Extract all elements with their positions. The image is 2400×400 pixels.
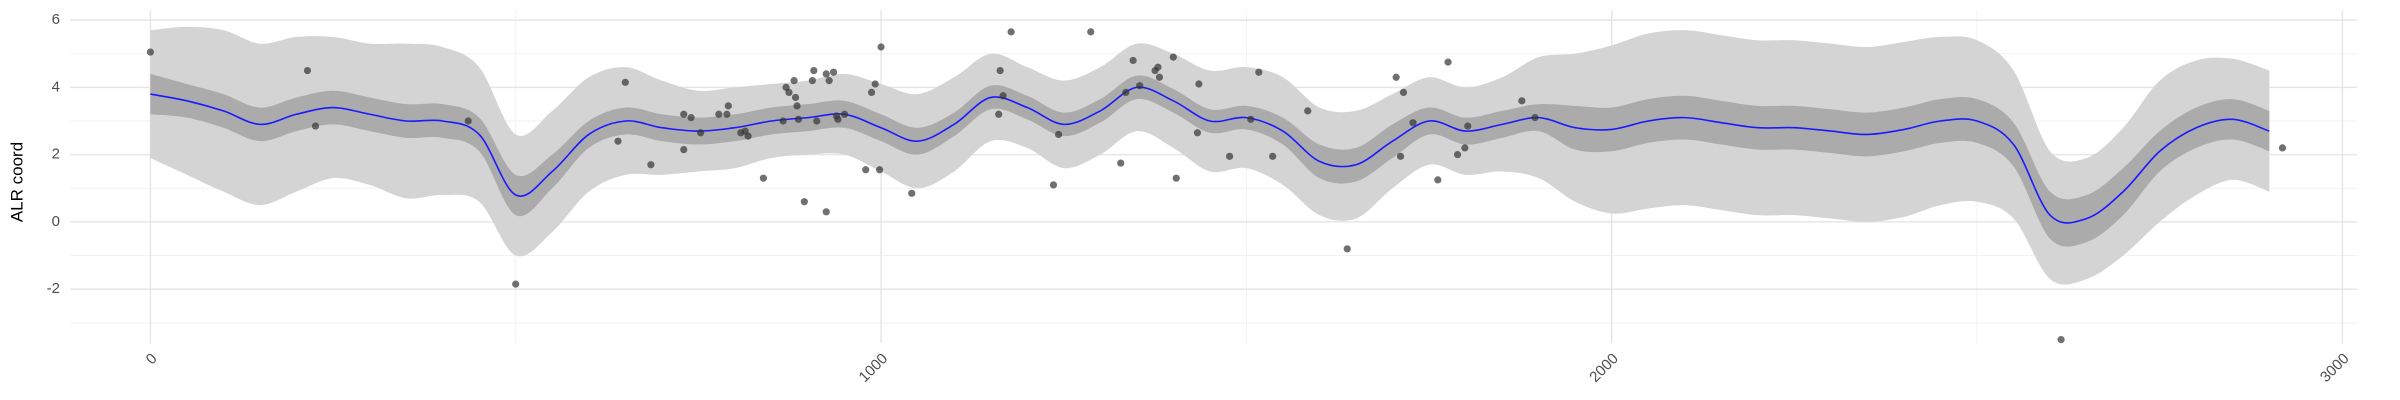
lines	[150, 86, 2270, 224]
data-point	[825, 77, 833, 85]
data-point	[696, 129, 705, 137]
data-point	[715, 110, 723, 118]
data-point	[687, 114, 695, 122]
data-point	[871, 80, 879, 88]
data-point	[1087, 28, 1095, 36]
data-point	[1154, 63, 1162, 71]
data-point	[779, 117, 787, 125]
data-point	[1409, 119, 1417, 127]
data-point	[303, 66, 312, 75]
y-tick-label: 6	[52, 11, 60, 28]
data-point	[1193, 129, 1202, 137]
data-point	[2057, 336, 2065, 344]
data-point	[1399, 88, 1408, 97]
data-point	[1269, 152, 1277, 160]
y-tick-label: 4	[52, 78, 60, 95]
data-point	[1172, 174, 1180, 182]
data-point	[1343, 245, 1351, 253]
data-point	[996, 66, 1004, 75]
data-point	[1007, 28, 1015, 36]
data-point	[822, 208, 830, 216]
y-tick-label: 2	[52, 146, 60, 163]
data-point	[1531, 114, 1539, 122]
data-point	[1464, 122, 1472, 130]
data-point	[1225, 152, 1234, 160]
data-point	[1129, 56, 1137, 65]
data-point	[724, 102, 732, 110]
data-point	[810, 66, 818, 75]
data-point	[908, 189, 916, 197]
data-point	[1255, 68, 1263, 76]
bands	[150, 26, 2270, 285]
y-tick-label: 0	[52, 213, 60, 230]
data-point	[1155, 73, 1164, 81]
data-point	[723, 110, 731, 118]
data-point	[790, 77, 798, 85]
data-point	[840, 110, 849, 118]
data-point	[1392, 73, 1400, 81]
mean-line	[150, 86, 2270, 224]
y-axis-title: ALR coord	[7, 142, 26, 222]
data-point	[785, 88, 793, 97]
data-point	[1169, 53, 1177, 61]
data-point	[1117, 159, 1125, 167]
data-point	[1049, 181, 1058, 189]
y-tick-label: -2	[47, 280, 60, 297]
data-point	[875, 166, 884, 174]
data-point	[614, 137, 622, 145]
data-point	[1136, 82, 1144, 90]
x-tick-label: 3000	[2317, 350, 2353, 386]
data-point	[1054, 130, 1063, 139]
x-tick-label: 2000	[1586, 350, 1622, 386]
x-tick-label: 1000	[856, 350, 892, 386]
data-point	[464, 117, 472, 125]
data-point	[311, 122, 320, 130]
data-point	[793, 102, 801, 110]
data-point	[794, 115, 803, 123]
data-point	[862, 166, 870, 174]
data-point	[1453, 151, 1462, 159]
data-point	[1518, 97, 1526, 105]
data-point	[813, 117, 821, 125]
data-point	[800, 198, 808, 206]
data-point	[1396, 152, 1405, 160]
data-point	[829, 68, 838, 76]
data-point	[1434, 176, 1442, 184]
data-point	[680, 110, 688, 118]
data-point	[995, 110, 1003, 118]
data-point	[1195, 80, 1203, 88]
x-tick-label: 0	[143, 350, 161, 368]
data-point	[647, 161, 655, 169]
data-point	[744, 132, 752, 140]
data-point	[808, 77, 816, 85]
data-point	[791, 93, 800, 102]
data-point	[867, 88, 876, 97]
data-point	[834, 115, 842, 123]
data-point	[877, 43, 885, 51]
data-point	[1461, 144, 1469, 152]
data-point	[759, 174, 768, 182]
data-point	[2278, 144, 2287, 152]
data-point	[822, 70, 830, 78]
data-point	[1444, 58, 1452, 66]
data-point	[680, 145, 688, 154]
data-point	[146, 48, 154, 56]
data-point	[1247, 115, 1255, 123]
points	[146, 28, 2287, 344]
credible-band	[150, 26, 2270, 285]
data-point	[1122, 88, 1130, 97]
data-point	[512, 280, 520, 288]
data-point	[1304, 107, 1312, 115]
data-point	[999, 92, 1007, 100]
credible-band	[150, 73, 2270, 247]
data-point	[621, 78, 629, 86]
